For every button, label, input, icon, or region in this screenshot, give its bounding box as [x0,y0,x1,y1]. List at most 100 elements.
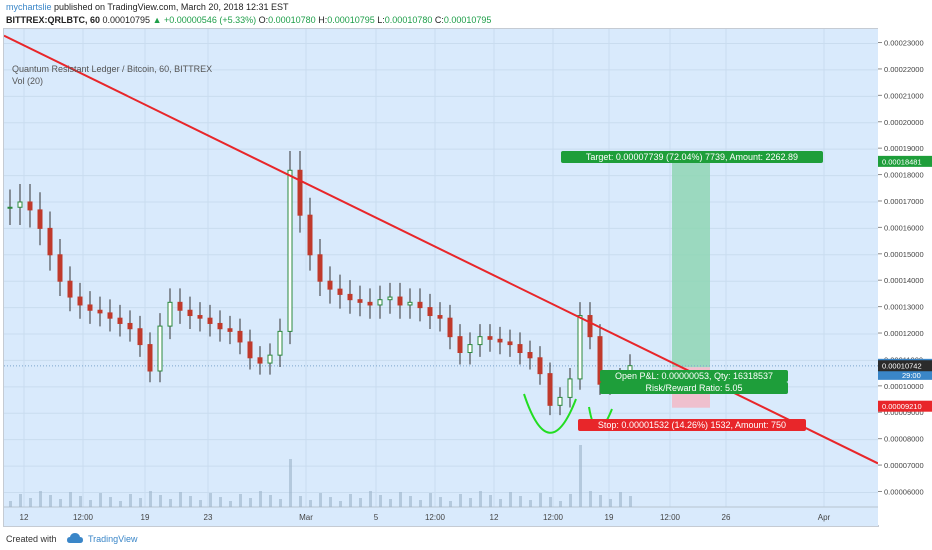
target-price-tag[interactable]: 0.00018481 [878,155,932,167]
rr-label-bg [600,382,788,394]
volume-bar [169,499,172,507]
last-price: 0.00010795 [100,15,151,25]
candle-body [287,169,293,332]
symbol-label[interactable]: BITTREX:QRLBTC, 60 [6,15,101,25]
candle-body [247,341,253,359]
volume-bar [289,459,292,507]
y-tick-label: 0.00022000 [884,65,924,74]
candle-body [477,336,483,346]
up-arrow-icon: ▲ [152,15,162,25]
candle-body [297,169,303,216]
candle-body [387,296,393,301]
x-tick-label: Mar [299,513,313,522]
tradingview-brand[interactable]: TradingView [88,534,138,544]
candle-body [147,344,153,372]
volume-bar [259,491,262,507]
volume-bar [19,494,22,507]
chart-plot-area[interactable]: 12 12:00 19 23 Mar 5 12:00 12 12:00 19 12:00 26 Apr T… [3,28,879,527]
x-tick-label: 19 [141,513,150,522]
candle-body [347,293,353,301]
y-tick-label: 0.00009000 [884,408,924,417]
chart-canvas[interactable]: 12 12:00 19 23 Mar 5 12:00 12 12:00 19 12:00 26 Apr T… [4,29,878,526]
candle-body [537,357,543,375]
candle-body [417,301,423,309]
candle-body [47,227,53,256]
target-label-bg [561,151,823,163]
candle-body [167,301,173,327]
legend-volume[interactable]: Vol (20) [12,76,44,86]
y-tick-label: 0.00012000 [884,329,924,338]
author-link[interactable]: mychartslie [6,2,52,12]
rr-label-text: Risk/Reward Ratio: 5.05 [645,383,742,393]
legend-title[interactable]: Quantum Resistant Ledger / Bitcoin, 60, … [12,64,213,74]
volume-bar [89,500,92,507]
open-value: 0.00010780 [268,15,316,25]
volume-bar [39,491,42,507]
x-tick-label: 5 [374,513,379,522]
candle-body [307,214,313,256]
candle-body [277,330,283,356]
candle-body [527,352,533,359]
created-with-text: Created with [6,534,57,544]
candle-body [157,325,163,372]
candle-body [57,254,63,282]
candle-body [77,296,83,306]
y-tick-label: 0.00019000 [884,144,924,153]
entry-price-tag[interactable]: 0.00010742 [878,360,932,372]
entry-price-tag-bg [878,360,932,372]
volume-bar [629,496,632,507]
volume-bar [509,492,512,507]
candle-body [437,315,443,319]
y-tick-label: 0.00018000 [884,171,924,180]
candle-body [447,317,453,338]
pnl-label[interactable]: Open P&L: 0.00000053, Qty: 16318537 [600,370,788,382]
volume-bar [299,496,302,507]
open-label: O: [258,15,269,25]
candle-body [7,206,13,209]
candle-body [497,338,503,343]
candle-body [237,330,243,343]
volume-bar [479,491,482,507]
price-axis[interactable]: 0.00023000 0.00022000 0.00021000 0.00020000… [878,28,932,525]
volume-bar [269,495,272,507]
volume-bar [519,496,522,507]
volume-bar [589,491,592,507]
pnl-label-bg [600,370,788,382]
candle-body [337,288,343,295]
pnl-label-text: Open P&L: 0.00000053, Qty: 16318537 [615,371,773,381]
candle-body [367,301,373,306]
x-tick-label: 23 [204,513,213,522]
volume-bar [239,494,242,507]
volume-bar [579,445,582,507]
candle-body [327,280,333,290]
candle-body [357,299,363,303]
stop-price-tag[interactable]: 0.00009210 [878,400,932,412]
volume-bar [209,493,212,507]
volume-bar [69,492,72,507]
volume-bar [369,491,372,507]
price-axis-canvas[interactable]: 0.00023000 0.00022000 0.00021000 0.00020000… [878,28,932,525]
stop-label[interactable]: Stop: 0.00001532 (14.26%) 1532, Amount: … [578,419,806,431]
candle-body [517,344,523,354]
volume-bar [569,494,572,507]
cup-annotation[interactable] [523,393,577,434]
volume-bar [149,491,152,507]
tradingview-cloud-icon[interactable] [66,532,84,548]
volume-bar [399,492,402,507]
target-zone[interactable] [672,162,710,368]
candle-body [127,322,133,330]
rr-label[interactable]: Risk/Reward Ratio: 5.05 [600,382,788,394]
candle-body [487,336,493,340]
candle-body [407,301,413,306]
chart-legend: Quantum Resistant Ledger / Bitcoin, 60, … [12,63,212,87]
countdown-tag[interactable]: 29:00 [878,369,932,380]
low-label: L: [377,15,385,25]
volume-bar [439,497,442,507]
y-tick-label: 0.00010000 [884,382,924,391]
candle-body [587,315,593,338]
high-value: 0.00010795 [327,15,375,25]
volume-bar [469,498,472,507]
candle-body [257,357,263,364]
target-label[interactable]: Target: 0.00007739 (72.04%) 7739, Amount… [561,151,823,163]
descending-trendline[interactable] [4,34,878,465]
